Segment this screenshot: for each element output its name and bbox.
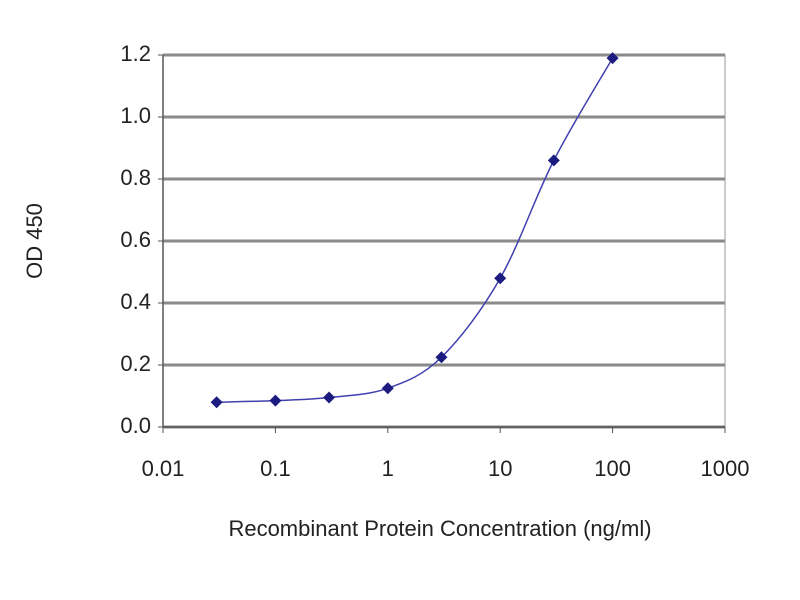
x-axis-label: Recombinant Protein Concentration (ng/ml… <box>228 516 651 541</box>
y-tick-label: 1.0 <box>120 103 151 128</box>
y-tick-label: 0.6 <box>120 227 151 252</box>
y-tick-label: 0.2 <box>120 351 151 376</box>
x-tick-label: 0.01 <box>142 456 185 481</box>
x-tick-label: 1 <box>382 456 394 481</box>
data-point <box>435 351 448 364</box>
y-axis-label: OD 450 <box>22 203 47 279</box>
x-tick-label: 10 <box>488 456 512 481</box>
data-point <box>606 52 619 65</box>
data-point <box>269 394 282 407</box>
x-tick-label: 100 <box>594 456 631 481</box>
y-tick-label: 0.8 <box>120 165 151 190</box>
data-point <box>381 382 394 395</box>
data-point <box>210 396 223 409</box>
x-tick-label: 0.1 <box>260 456 291 481</box>
data-point <box>323 391 336 404</box>
y-tick-label: 0.4 <box>120 289 151 314</box>
data-point <box>494 272 507 285</box>
data-point <box>547 154 560 167</box>
y-tick-label: 1.2 <box>120 41 151 66</box>
y-tick-label: 0.0 <box>120 413 151 438</box>
x-tick-label: 1000 <box>701 456 750 481</box>
